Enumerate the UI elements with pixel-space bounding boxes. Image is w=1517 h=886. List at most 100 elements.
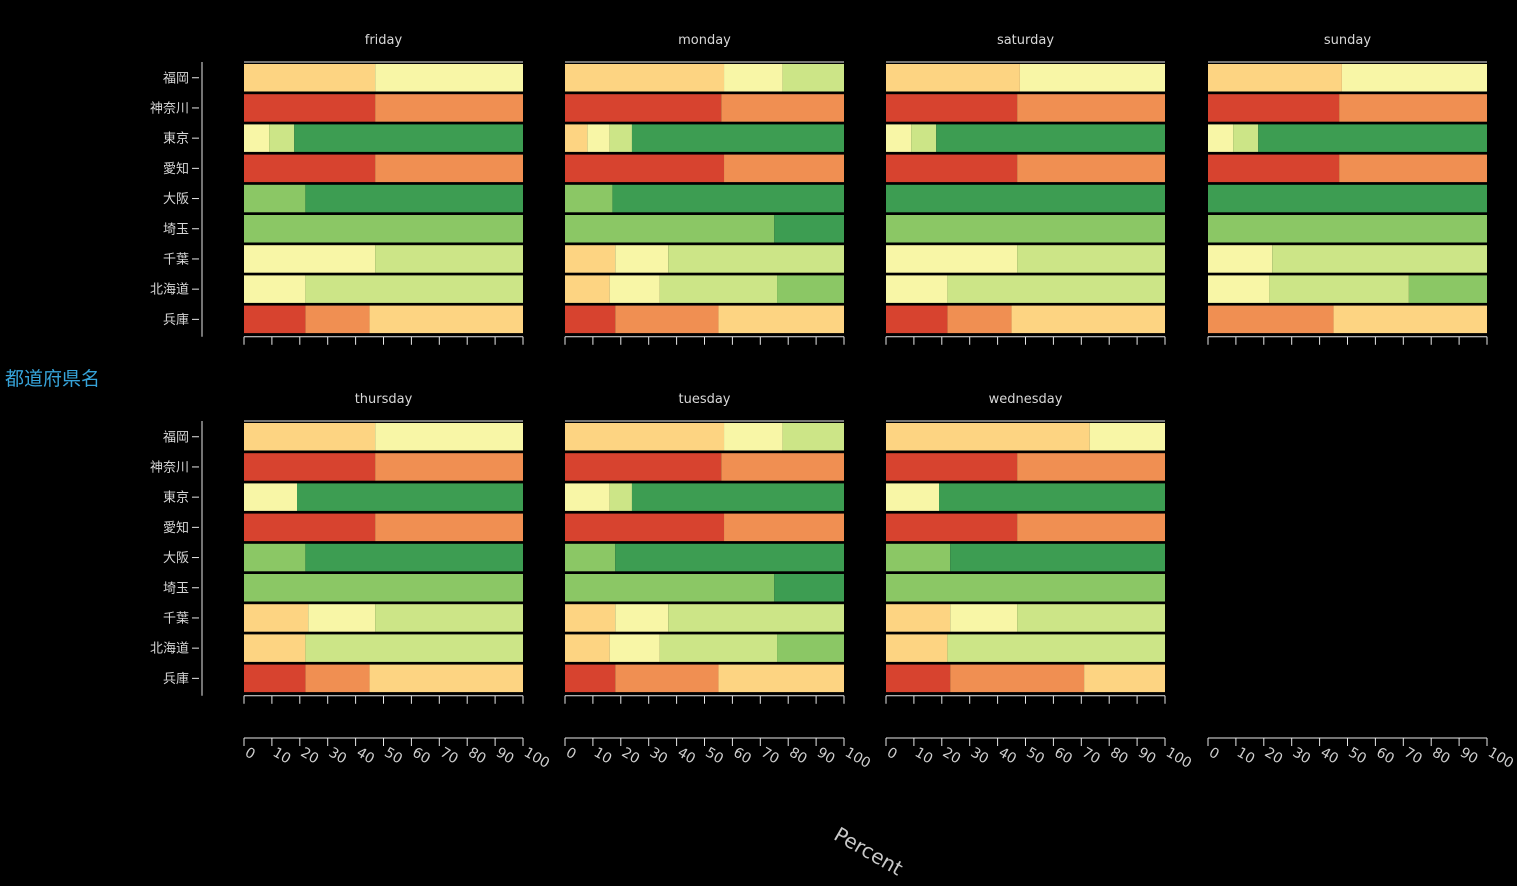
bar-segment: [565, 64, 725, 92]
bar-segment: [631, 124, 844, 152]
bar-segment: [305, 543, 523, 572]
bar-segment: [244, 634, 306, 662]
bar-segment: [244, 305, 306, 334]
facet-title: thursday: [355, 392, 413, 407]
bar-segment: [244, 483, 298, 511]
bar-segment: [369, 664, 523, 693]
bar-segment: [886, 215, 1165, 243]
x-tick-label: 20: [1262, 745, 1285, 768]
bar-segment: [1084, 664, 1165, 693]
bar-segment: [886, 184, 1165, 213]
bar-segment: [565, 604, 616, 632]
bar-segment: [615, 604, 669, 632]
x-tick-label: 30: [1290, 745, 1313, 768]
bar-segment: [886, 305, 948, 334]
bar-segment: [1208, 94, 1340, 122]
bar-segment: [244, 423, 376, 451]
bar-segment: [1339, 94, 1487, 122]
y-axis-title: 都道府県名: [5, 368, 101, 390]
x-tick-label: 50: [382, 745, 405, 768]
facet-title: tuesday: [678, 392, 730, 407]
x-tick-label: 60: [730, 745, 753, 768]
bar-segment: [886, 423, 1090, 451]
bar-segment: [1208, 184, 1487, 213]
bar-segment: [375, 604, 523, 632]
bar-segment: [886, 604, 951, 632]
bar-segment: [1017, 154, 1165, 183]
bar-segment: [615, 245, 669, 273]
x-tick-label: 30: [326, 745, 349, 768]
bar-segment: [565, 453, 722, 481]
x-tick-label: 70: [1401, 745, 1424, 768]
x-tick-label: 10: [1234, 745, 1257, 768]
bar-segment: [244, 604, 309, 632]
bar-segment: [886, 634, 948, 662]
x-tick-label: 40: [1318, 745, 1341, 768]
y-tick-label: 大阪: [163, 551, 189, 566]
x-tick-label: 30: [647, 745, 670, 768]
x-tick-label: 80: [786, 745, 809, 768]
x-tick-label: 60: [1373, 745, 1396, 768]
bar-segment: [565, 634, 610, 662]
bar-segment: [244, 574, 523, 602]
bar-segment: [565, 124, 588, 152]
bar-segment: [375, 513, 523, 542]
bar-segment: [375, 245, 523, 273]
bar-segment: [294, 124, 523, 152]
x-tick-label: 60: [1051, 745, 1074, 768]
facet-title: wednesday: [989, 392, 1063, 407]
bar-segment: [609, 483, 632, 511]
x-tick-label: 0: [1206, 745, 1222, 763]
y-tick-label: 埼玉: [163, 581, 189, 596]
bar-segment: [950, 543, 1165, 572]
bar-segment: [615, 543, 844, 572]
y-tick-label: 東京: [163, 131, 189, 147]
x-tick-label: 20: [298, 745, 321, 768]
bar-segment: [609, 275, 660, 303]
bar-segment: [1208, 305, 1334, 334]
bar-segment: [1341, 64, 1487, 92]
bar-segment: [297, 483, 523, 511]
bar-segment: [565, 574, 775, 602]
y-tick-label: 大阪: [163, 192, 189, 207]
x-tick-label: 10: [270, 745, 293, 768]
bar-segment: [565, 543, 616, 572]
y-tick-label: 愛知: [163, 161, 189, 177]
bar-segment: [947, 305, 1012, 334]
bar-segment: [718, 664, 844, 693]
bar-segment: [1017, 513, 1165, 542]
bar-segment: [565, 275, 610, 303]
bar-segment: [565, 184, 613, 213]
bar-segment: [777, 634, 844, 662]
x-tick-label: 50: [703, 745, 726, 768]
bar-segment: [886, 453, 1018, 481]
bar-segment: [911, 124, 937, 152]
y-tick-label: 兵庫: [163, 672, 189, 687]
bar-segment: [305, 664, 370, 693]
bar-segment: [565, 94, 722, 122]
bar-segment: [886, 245, 1018, 273]
facet-title: sunday: [1324, 33, 1371, 48]
bar-segment: [886, 154, 1018, 183]
bar-segment: [269, 124, 295, 152]
bar-segment: [244, 453, 376, 481]
bar-segment: [718, 305, 844, 334]
y-tick-label: 埼玉: [163, 222, 189, 237]
bar-segment: [1408, 275, 1487, 303]
bar-segment: [1258, 124, 1487, 152]
y-tick-label: 神奈川: [150, 460, 189, 475]
bar-segment: [565, 423, 725, 451]
bar-segment: [244, 124, 270, 152]
bar-segment: [950, 664, 1085, 693]
x-tick-label: 40: [675, 745, 698, 768]
x-tick-label: 100: [842, 745, 873, 772]
bar-segment: [886, 543, 951, 572]
bar-segment: [777, 275, 844, 303]
y-tick-label: 兵庫: [163, 313, 189, 328]
bar-segment: [1017, 604, 1165, 632]
bar-segment: [721, 453, 844, 481]
x-tick-label: 80: [1107, 745, 1130, 768]
bar-segment: [668, 604, 844, 632]
bar-segment: [659, 634, 778, 662]
